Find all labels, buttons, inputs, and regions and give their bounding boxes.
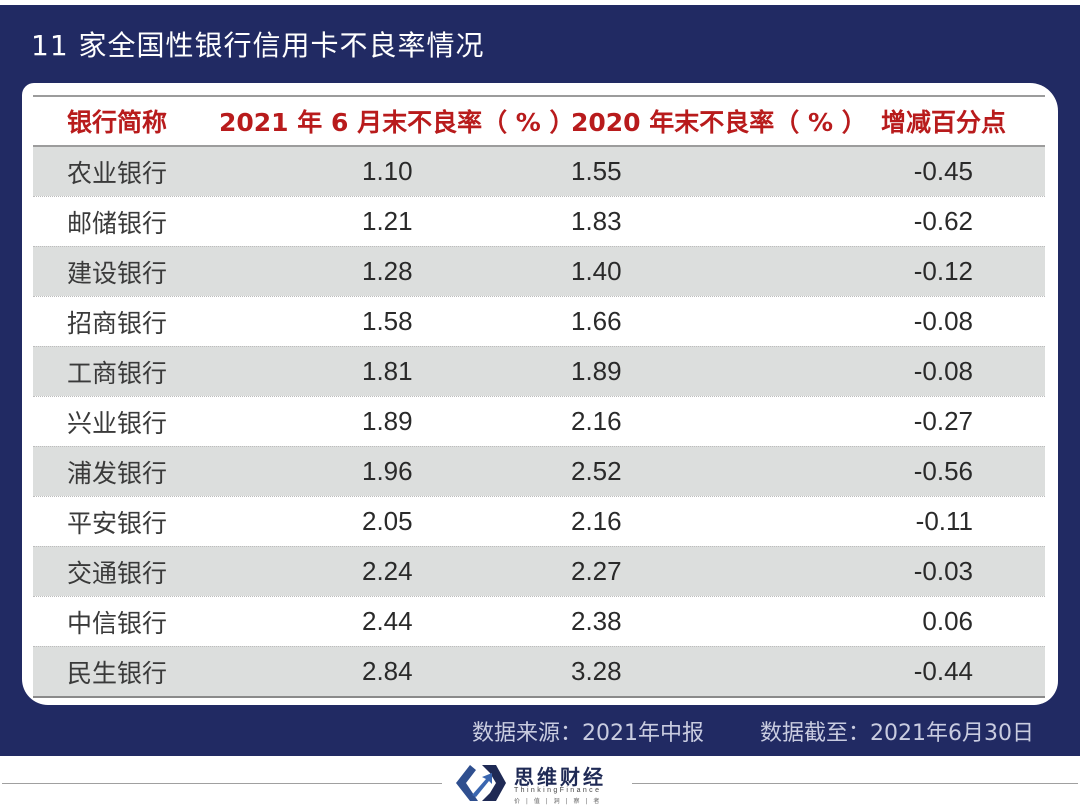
bank-name: 建设银行: [67, 258, 168, 288]
npl-2020: 2.16: [571, 506, 622, 536]
brand-tagline: 价 | 值 | 洞 | 察 | 者: [514, 798, 602, 805]
npl-2021: 1.96: [362, 456, 413, 486]
npl-2021: 2.84: [362, 656, 413, 686]
bank-name: 浦发银行: [67, 458, 168, 488]
npl-2021: 1.58: [362, 306, 413, 336]
npl-2020: 1.55: [571, 156, 622, 186]
footer-divider-right: [632, 783, 1078, 784]
table-row: 建设银行 1.28 1.40 -0.12: [33, 246, 1045, 296]
npl-2021: 1.28: [362, 256, 413, 286]
bank-name: 中信银行: [67, 608, 168, 638]
bank-name: 工商银行: [67, 358, 168, 388]
bank-name: 交通银行: [67, 558, 168, 588]
brand-logo: 思维财经 ThinkingFinance 价 | 值 | 洞 | 察 | 者: [452, 758, 632, 808]
npl-2021: 1.81: [362, 356, 413, 386]
npl-change: -0.08: [913, 306, 973, 336]
npl-2020: 2.38: [571, 606, 622, 636]
column-header-bank: 银行简称: [67, 108, 168, 137]
npl-2020: 1.83: [571, 206, 622, 236]
npl-change: -0.08: [913, 356, 973, 386]
data-source-note: 数据来源：2021年中报: [472, 721, 704, 746]
page-title: 11 家全国性银行信用卡不良率情况: [31, 29, 485, 62]
table-row: 民生银行 2.84 3.28 -0.44: [33, 646, 1045, 696]
bank-name: 招商银行: [67, 308, 168, 338]
npl-2021: 2.05: [362, 506, 413, 536]
table-header-row: 银行简称 2021 年 6 月末不良率（ % ） 2020 年末不良率（ % ）…: [33, 97, 1045, 147]
npl-2020: 3.28: [571, 656, 622, 686]
table-row: 兴业银行 1.89 2.16 -0.27: [33, 396, 1045, 446]
npl-2020: 1.89: [571, 356, 622, 386]
bank-name: 农业银行: [67, 158, 168, 188]
npl-2021: 1.21: [362, 206, 413, 236]
column-header-change: 增减百分点: [881, 108, 1007, 137]
data-cutoff-note: 数据截至：2021年6月30日: [760, 721, 1034, 746]
npl-change: -0.27: [913, 406, 973, 436]
npl-change: -0.56: [913, 456, 973, 486]
thinking-finance-logo-icon: [456, 765, 506, 801]
brand-name-cn: 思维财经: [514, 765, 606, 789]
npl-2021: 1.89: [362, 406, 413, 436]
footer-divider-left: [2, 783, 442, 784]
bank-name: 平安银行: [67, 508, 168, 538]
table-row: 交通银行 2.24 2.27 -0.03: [33, 546, 1045, 596]
table-row: 平安银行 2.05 2.16 -0.11: [33, 496, 1045, 546]
npl-2021: 2.24: [362, 556, 413, 586]
npl-change: -0.12: [913, 256, 973, 286]
table-row: 招商银行 1.58 1.66 -0.08: [33, 296, 1045, 346]
npl-2020: 2.27: [571, 556, 622, 586]
bank-name: 邮储银行: [67, 208, 168, 238]
npl-table: 银行简称 2021 年 6 月末不良率（ % ） 2020 年末不良率（ % ）…: [33, 95, 1045, 698]
column-header-2021: 2021 年 6 月末不良率（ % ）: [219, 108, 575, 137]
npl-change: -0.11: [915, 506, 973, 536]
column-header-2020: 2020 年末不良率（ % ）: [571, 108, 867, 137]
table-row: 邮储银行 1.21 1.83 -0.62: [33, 196, 1045, 246]
npl-2021: 1.10: [362, 156, 413, 186]
npl-change: -0.62: [913, 206, 973, 236]
table-row: 工商银行 1.81 1.89 -0.08: [33, 346, 1045, 396]
table-row: 农业银行 1.10 1.55 -0.45: [33, 147, 1045, 196]
npl-change: 0.06: [922, 606, 973, 636]
table-row: 浦发银行 1.96 2.52 -0.56: [33, 446, 1045, 496]
npl-2020: 1.40: [571, 256, 622, 286]
bank-name: 民生银行: [67, 658, 168, 688]
npl-change: -0.03: [913, 556, 973, 586]
npl-change: -0.45: [913, 156, 973, 186]
npl-2020: 2.52: [571, 456, 622, 486]
npl-change: -0.44: [913, 656, 973, 686]
brand-name-en: ThinkingFinance: [514, 787, 602, 794]
npl-2020: 1.66: [571, 306, 622, 336]
npl-2020: 2.16: [571, 406, 622, 436]
npl-2021: 2.44: [362, 606, 413, 636]
bank-name: 兴业银行: [67, 408, 168, 438]
table-row: 中信银行 2.44 2.38 0.06: [33, 596, 1045, 646]
